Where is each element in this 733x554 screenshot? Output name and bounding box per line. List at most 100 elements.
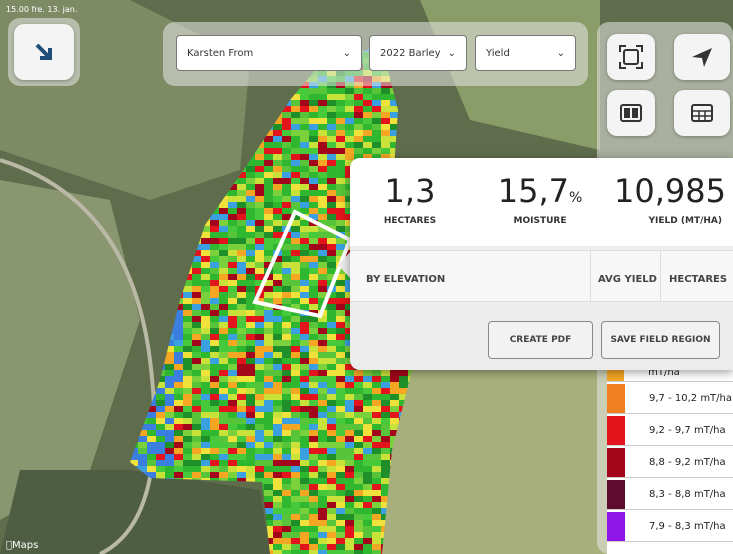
create-pdf-button[interactable]: CREATE PDF <box>488 321 593 359</box>
yield-cell <box>255 436 264 442</box>
yield-cell <box>318 346 327 352</box>
arrow-icon <box>33 41 55 63</box>
yield-cell <box>363 418 372 424</box>
yield-cell <box>291 484 300 490</box>
yield-cell <box>165 466 174 472</box>
yield-cell <box>147 466 156 472</box>
yield-cell <box>318 436 327 442</box>
yield-cell <box>300 514 309 520</box>
yield-cell <box>300 544 309 550</box>
crop-label: 2022 Barley <box>380 48 441 59</box>
yield-cell <box>237 298 246 304</box>
yield-cell <box>327 400 336 406</box>
yield-cell <box>282 208 291 214</box>
yield-cell <box>381 460 390 466</box>
yield-cell <box>273 178 282 184</box>
yield-cell <box>381 412 390 418</box>
yield-cell <box>318 370 327 376</box>
yield-cell <box>300 202 309 208</box>
yield-cell <box>300 196 309 202</box>
yield-cell <box>327 310 336 316</box>
yield-cell <box>372 442 381 448</box>
yield-cell <box>309 514 318 520</box>
yield-cell <box>219 292 228 298</box>
yield-cell <box>246 172 255 178</box>
yield-cell <box>192 394 201 400</box>
yield-cell <box>255 178 264 184</box>
legend-row: 9,7 - 10,2 mT/ha <box>607 384 733 414</box>
yield-cell <box>372 472 381 478</box>
locate-button[interactable] <box>674 34 730 80</box>
yield-cell <box>192 424 201 430</box>
yield-cell <box>273 346 282 352</box>
yield-cell <box>336 388 345 394</box>
yield-cell <box>228 286 237 292</box>
yield-cell <box>210 412 219 418</box>
yield-cell <box>336 370 345 376</box>
yield-cell <box>363 550 372 554</box>
yield-cell <box>282 160 291 166</box>
yield-cell <box>273 400 282 406</box>
yield-cell <box>291 130 300 136</box>
yield-cell <box>336 286 345 292</box>
yield-cell <box>183 310 192 316</box>
yield-cell <box>300 148 309 154</box>
yield-cell <box>336 184 345 190</box>
yield-cell <box>372 430 381 436</box>
yield-cell <box>318 508 327 514</box>
crop-select[interactable]: 2022 Barley⌄ <box>369 35 467 71</box>
yield-cell <box>264 412 273 418</box>
yield-cell <box>363 478 372 484</box>
save-region-button[interactable]: SAVE FIELD REGION <box>601 321 720 359</box>
yield-cell <box>363 118 372 124</box>
yield-cell <box>309 190 318 196</box>
yield-cell <box>219 274 228 280</box>
yield-cell <box>165 454 174 460</box>
yield-cell <box>201 370 210 376</box>
yield-cell <box>282 358 291 364</box>
yield-cell <box>372 130 381 136</box>
yield-cell <box>372 484 381 490</box>
yield-cell <box>363 472 372 478</box>
yield-cell <box>201 304 210 310</box>
split-button[interactable] <box>607 90 655 136</box>
yield-cell <box>192 268 201 274</box>
yield-cell <box>381 442 390 448</box>
yield-cell <box>219 364 228 370</box>
yield-cell <box>381 124 390 130</box>
yield-cell <box>291 538 300 544</box>
collapse-button[interactable] <box>14 24 74 80</box>
yield-cell <box>399 370 408 376</box>
yield-cell <box>345 508 354 514</box>
yield-cell <box>381 148 390 154</box>
layer-select[interactable]: Yield⌄ <box>475 35 576 71</box>
yield-cell <box>318 88 327 94</box>
yield-cell <box>327 166 336 172</box>
yield-cell <box>309 136 318 142</box>
yield-cell <box>273 436 282 442</box>
yield-cell <box>228 322 237 328</box>
focus-button[interactable] <box>607 34 655 80</box>
yield-cell <box>309 148 318 154</box>
yield-cell <box>219 418 228 424</box>
yield-cell <box>291 442 300 448</box>
yield-cell <box>327 136 336 142</box>
yield-cell <box>327 256 336 262</box>
yield-cell <box>309 286 318 292</box>
yield-cell <box>309 274 318 280</box>
yield-cell <box>138 436 147 442</box>
yield-cell <box>219 376 228 382</box>
yield-cell <box>228 274 237 280</box>
yield-cell <box>246 166 255 172</box>
yield-cell <box>219 442 228 448</box>
yield-cell <box>336 136 345 142</box>
yield-cell <box>372 106 381 112</box>
yield-cell <box>219 304 228 310</box>
yield-cell <box>273 454 282 460</box>
yield-cell <box>192 298 201 304</box>
table-button[interactable] <box>674 90 730 136</box>
yield-cell <box>327 376 336 382</box>
yield-cell <box>246 406 255 412</box>
yield-cell <box>309 244 318 250</box>
farm-select[interactable]: Karsten From⌄ <box>176 35 362 71</box>
